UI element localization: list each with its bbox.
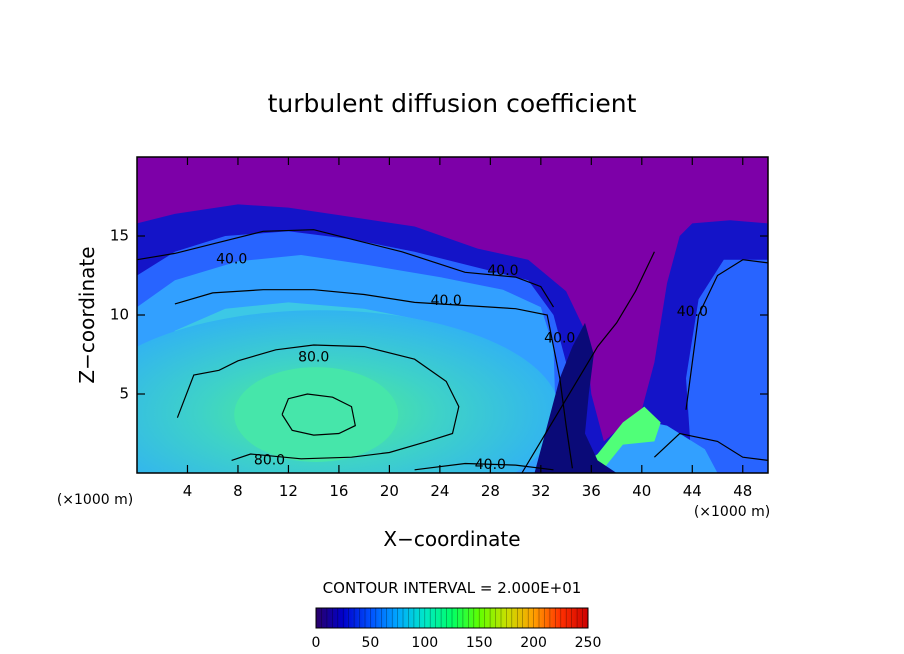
x-tick-label-7: 32 [531, 482, 550, 500]
chart-title: turbulent diffusion coefficient [268, 89, 637, 118]
colorbar-frame [315, 607, 589, 629]
colorbar-stripes [321, 608, 583, 628]
y-axis-ticks: 5 10 15 [110, 227, 768, 403]
field-peak-region [234, 367, 399, 462]
colorbar-tick-label-0: 0 [312, 635, 321, 651]
y-axis-label: Z−coordinate [75, 246, 99, 383]
x-tick-label-10: 44 [683, 482, 702, 500]
contour-labels: 40.040.040.040.040.080.080.0 40.0 [216, 252, 708, 473]
x-tick-label-6: 28 [481, 482, 500, 500]
contour-label-1: 40.0 [487, 263, 518, 279]
y-tick-label-0: 5 [119, 385, 129, 403]
colorbar-tick-label-5: 250 [575, 635, 602, 651]
y-tick-label-1: 10 [110, 306, 129, 324]
plot-area [137, 157, 768, 473]
contour-40-right [685, 259, 768, 410]
colorbar-ticks: 0 50 100 150 200 250 [312, 635, 602, 651]
contour-label-4: 40.0 [677, 304, 708, 320]
colorbar-tick-label-4: 200 [520, 635, 547, 651]
x-tick-label-8: 36 [582, 482, 601, 500]
colorbar-tick-label-3: 150 [466, 635, 493, 651]
x-tick-label-3: 16 [329, 482, 348, 500]
contour-40-right-lower [653, 432, 768, 461]
x-tick-label-5: 24 [430, 482, 449, 500]
field-layers [137, 204, 768, 473]
colorbar: 0 50 100 150 200 250 [312, 607, 602, 651]
contour-40-descending [521, 251, 655, 473]
contour-100-core [281, 393, 356, 436]
contour-label-6: 80.0 [254, 452, 285, 468]
contour-40-upper [137, 229, 555, 308]
field-right-mid-region [686, 259, 768, 473]
field-descending-band [534, 322, 617, 473]
x-tick-label-4: 20 [380, 482, 399, 500]
x-axis-ticks: 4 8 12 16 20 24 28 32 36 40 44 48 [183, 157, 752, 500]
contour-label-3: 40.0 [544, 331, 575, 347]
contour-40-mid [174, 289, 573, 469]
x-tick-label-1: 8 [233, 482, 243, 500]
x-tick-label-11: 48 [733, 482, 752, 500]
x-tick-label-2: 12 [279, 482, 298, 500]
contour-label-5: 80.0 [298, 350, 329, 366]
x-tick-label-9: 40 [632, 482, 651, 500]
x-unit-right: (×1000 m) [694, 504, 770, 520]
colorbar-tick-label-1: 50 [361, 635, 379, 651]
contour-label-2: 40.0 [431, 293, 462, 309]
x-tick-label-0: 4 [183, 482, 193, 500]
contour-interval-text: CONTOUR INTERVAL = 2.000E+01 [323, 579, 582, 597]
x-axis-label: X−coordinate [383, 527, 520, 551]
y-tick-label-2: 15 [110, 227, 129, 245]
colorbar-tick-label-2: 100 [411, 635, 438, 651]
contour-80-outer [176, 344, 460, 461]
colorbar-gradient [316, 608, 588, 628]
x-unit-left: (×1000 m) [57, 492, 133, 508]
contour-label-0: 40.0 [216, 252, 247, 268]
